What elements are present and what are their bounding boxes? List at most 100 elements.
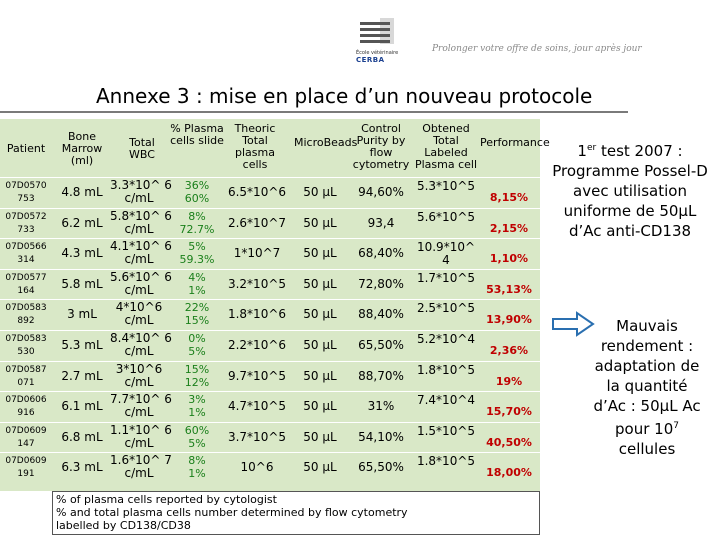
theoric-plasma-cells: 1.8*10^6 (227, 307, 287, 322)
control-purity: 65,50% (358, 338, 404, 352)
test-title: 1er test 2007 : (577, 142, 683, 160)
bone-marrow-volume: 4.3 mL (61, 246, 103, 261)
patient-id: 07D0570 753 (5, 181, 47, 204)
table-footnote: % of plasma cells reported by cytologist… (52, 491, 540, 535)
bone-marrow-volume: 6.8 mL (61, 429, 103, 444)
header-obtened-total: Obtened Total Labeled Plasma cell (414, 122, 478, 171)
total-wbc: 3.3*10^ 6 c/mL (110, 178, 172, 205)
header-patient: Patient (6, 142, 46, 155)
result-line-1: Mauvais (616, 317, 678, 335)
labeled-plasma-cells: 7.4*10^4 (416, 393, 476, 408)
control-purity: 68,40% (358, 246, 404, 261)
performance-value: 8,15% (489, 191, 529, 204)
control-purity: 93,4 (367, 215, 395, 230)
plasma-cells-pct: 22% 15% (184, 301, 210, 328)
labeled-plasma-cells: 10.9*10^ 4 (416, 240, 476, 268)
microbeads-volume: 50 µL (303, 399, 337, 414)
row-divider (0, 391, 540, 393)
microbeads-volume: 50 µL (303, 338, 337, 352)
total-wbc: 1.1*10^ 6 c/mL (110, 422, 172, 450)
control-purity: 65,50% (358, 460, 404, 475)
result-line-7: cellules (618, 440, 676, 458)
test-line-4: uniforme de 50µL (563, 202, 697, 220)
header-theoric-total: Theoric Total plasma cells (234, 122, 276, 171)
total-wbc: 5.6*10^ 6 c/mL (110, 269, 172, 297)
row-divider (0, 421, 540, 423)
plasma-cells-pct: 0% 5% (188, 332, 206, 358)
microbeads-volume: 50 µL (303, 185, 337, 199)
protocol-table: Patient Bone Marrow (ml) Total WBC % Pla… (0, 119, 550, 491)
result-line-2: rendement : (600, 337, 694, 355)
bone-marrow-volume: 5.3 mL (61, 338, 103, 352)
patient-id: 07D0583 892 (5, 303, 47, 327)
logo-school-text: École vétérinaire (356, 50, 399, 56)
header-bone-marrow: Bone Marrow (ml) (61, 130, 103, 167)
total-wbc: 7.7*10^ 6 c/mL (110, 392, 172, 420)
theoric-plasma-cells: 6.5*10^6 (227, 185, 287, 199)
patient-id: 07D0606 916 (5, 395, 47, 419)
total-wbc: 8.4*10^ 6 c/mL (110, 331, 172, 358)
microbeads-volume: 50 µL (303, 246, 337, 261)
row-divider (0, 268, 540, 270)
theoric-plasma-cells: 4.7*10^5 (227, 399, 287, 414)
test-line-3: avec utilisation (573, 182, 687, 200)
tagline: Prolonger votre offre de soins, jour apr… (432, 44, 642, 54)
performance-value: 15,70% (486, 405, 532, 419)
control-purity: 72,80% (358, 276, 404, 291)
performance-value: 2,15% (489, 221, 529, 235)
header-microbeads: MicroBeads (294, 136, 358, 149)
control-purity: 94,60% (358, 185, 404, 199)
bone-marrow-volume: 2.7 mL (61, 368, 103, 383)
labeled-plasma-cells: 5.6*10^5 (416, 209, 476, 224)
plasma-cells-pct: 5% 59.3% (179, 240, 215, 267)
labeled-plasma-cells: 1.8*10^5 (416, 362, 476, 377)
plasma-cells-pct: 3% 1% (188, 393, 206, 420)
result-description: Mauvais rendement : adaptation de la qua… (574, 316, 720, 459)
total-wbc: 1.6*10^ 7 c/mL (110, 453, 172, 481)
test-line-2: Programme Possel-D (552, 162, 708, 180)
result-line-6: pour 107 (615, 420, 679, 438)
plasma-cells-pct: 8% 72.7% (179, 209, 215, 236)
labeled-plasma-cells: 1.7*10^5 (416, 270, 476, 285)
plasma-cells-pct: 60% 5% (184, 423, 210, 450)
row-divider (0, 360, 540, 362)
row-divider (0, 299, 540, 301)
page-title: Annexe 3 : mise en place d’un nouveau pr… (96, 84, 593, 108)
control-purity: 31% (367, 399, 395, 414)
microbeads-volume: 50 µL (303, 429, 337, 444)
microbeads-volume: 50 µL (303, 368, 337, 383)
plasma-cells-pct: 4% 1% (188, 270, 206, 297)
result-line-3: adaptation de (594, 357, 700, 375)
patient-id: 07D0609 147 (5, 425, 47, 449)
performance-value: 18,00% (486, 466, 532, 480)
arrow-right-icon (552, 311, 595, 337)
header-control-purity: Control Purity by flow cytometry (352, 122, 410, 171)
title-divider (0, 111, 628, 113)
bone-marrow-volume: 6.2 mL (61, 215, 103, 230)
performance-value: 40,50% (486, 435, 532, 449)
footnote-line-2: % and total plasma cells number determin… (56, 506, 408, 519)
performance-value: 13,90% (486, 313, 532, 327)
theoric-plasma-cells: 1*10^7 (233, 246, 281, 261)
footnote-line-1: % of plasma cells reported by cytologist (56, 493, 277, 506)
theoric-plasma-cells: 2.6*10^7 (227, 215, 287, 230)
test-description: 1er test 2007 : Programme Possel-D avec … (540, 138, 720, 241)
patient-id: 07D0583 530 (5, 334, 47, 357)
microbeads-volume: 50 µL (303, 307, 337, 322)
theoric-plasma-cells: 2.2*10^6 (227, 338, 287, 352)
total-wbc: 3*10^6 c/mL (115, 361, 163, 389)
labeled-plasma-cells: 5.2*10^4 (416, 332, 476, 346)
plasma-cells-pct: 8% 1% (188, 454, 206, 481)
performance-value: 53,13% (486, 282, 532, 296)
row-divider (0, 207, 540, 209)
theoric-plasma-cells: 3.7*10^5 (227, 429, 287, 444)
test-line-5: d’Ac anti-CD138 (568, 222, 692, 240)
labeled-plasma-cells: 1.8*10^5 (416, 454, 476, 469)
row-divider (0, 238, 540, 240)
patient-id: 07D0572 733 (5, 211, 47, 235)
microbeads-volume: 50 µL (303, 460, 337, 475)
microbeads-volume: 50 µL (303, 276, 337, 291)
performance-value: 19% (495, 374, 523, 388)
row-divider (0, 452, 540, 454)
labeled-plasma-cells: 5.3*10^5 (416, 179, 476, 193)
